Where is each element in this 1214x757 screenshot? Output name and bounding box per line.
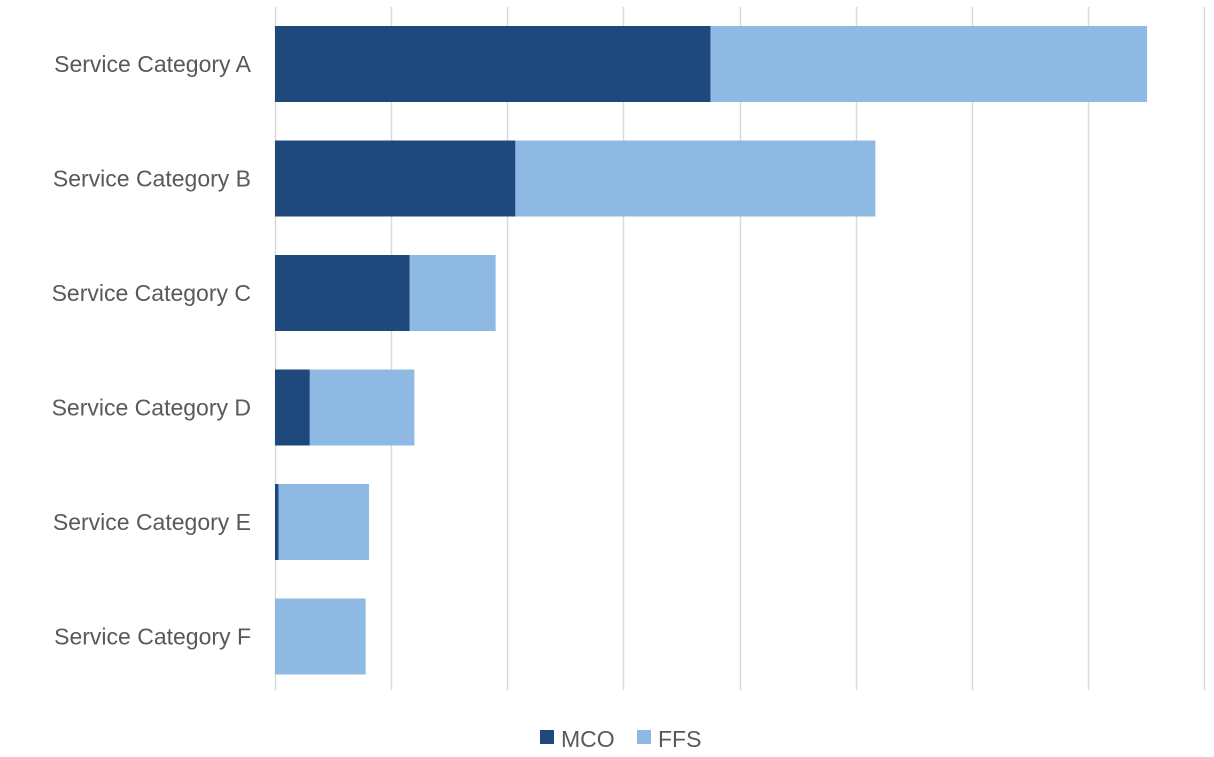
bars <box>275 26 1148 675</box>
gridlines <box>274 7 1206 690</box>
bar-mco-1 <box>275 26 711 102</box>
bar-ffs-2 <box>515 140 876 217</box>
category-label-1: Service Category A <box>54 51 252 77</box>
category-label-4: Service Category D <box>52 395 251 421</box>
legend-swatch-mco <box>540 730 554 744</box>
bar-mco-2 <box>275 140 516 217</box>
bar-ffs-6 <box>275 598 366 675</box>
legend: MCO FFS <box>540 726 701 752</box>
category-label-3: Service Category C <box>52 280 251 306</box>
category-label-2: Service Category B <box>53 166 251 192</box>
bar-mco-5 <box>275 484 279 560</box>
bar-ffs-3 <box>409 255 496 331</box>
category-labels: Service Category A Service Category B Serv… <box>52 51 252 650</box>
bar-ffs-1 <box>710 26 1148 102</box>
category-label-5: Service Category E <box>53 509 251 535</box>
legend-swatch-ffs <box>637 730 651 744</box>
bar-ffs-4 <box>309 369 415 446</box>
bar-mco-4 <box>275 369 310 446</box>
legend-label-ffs: FFS <box>658 726 701 752</box>
bar-ffs-5 <box>278 484 370 560</box>
legend-label-mco: MCO <box>561 726 615 752</box>
category-label-6: Service Category F <box>54 624 251 650</box>
bar-mco-3 <box>275 255 410 331</box>
